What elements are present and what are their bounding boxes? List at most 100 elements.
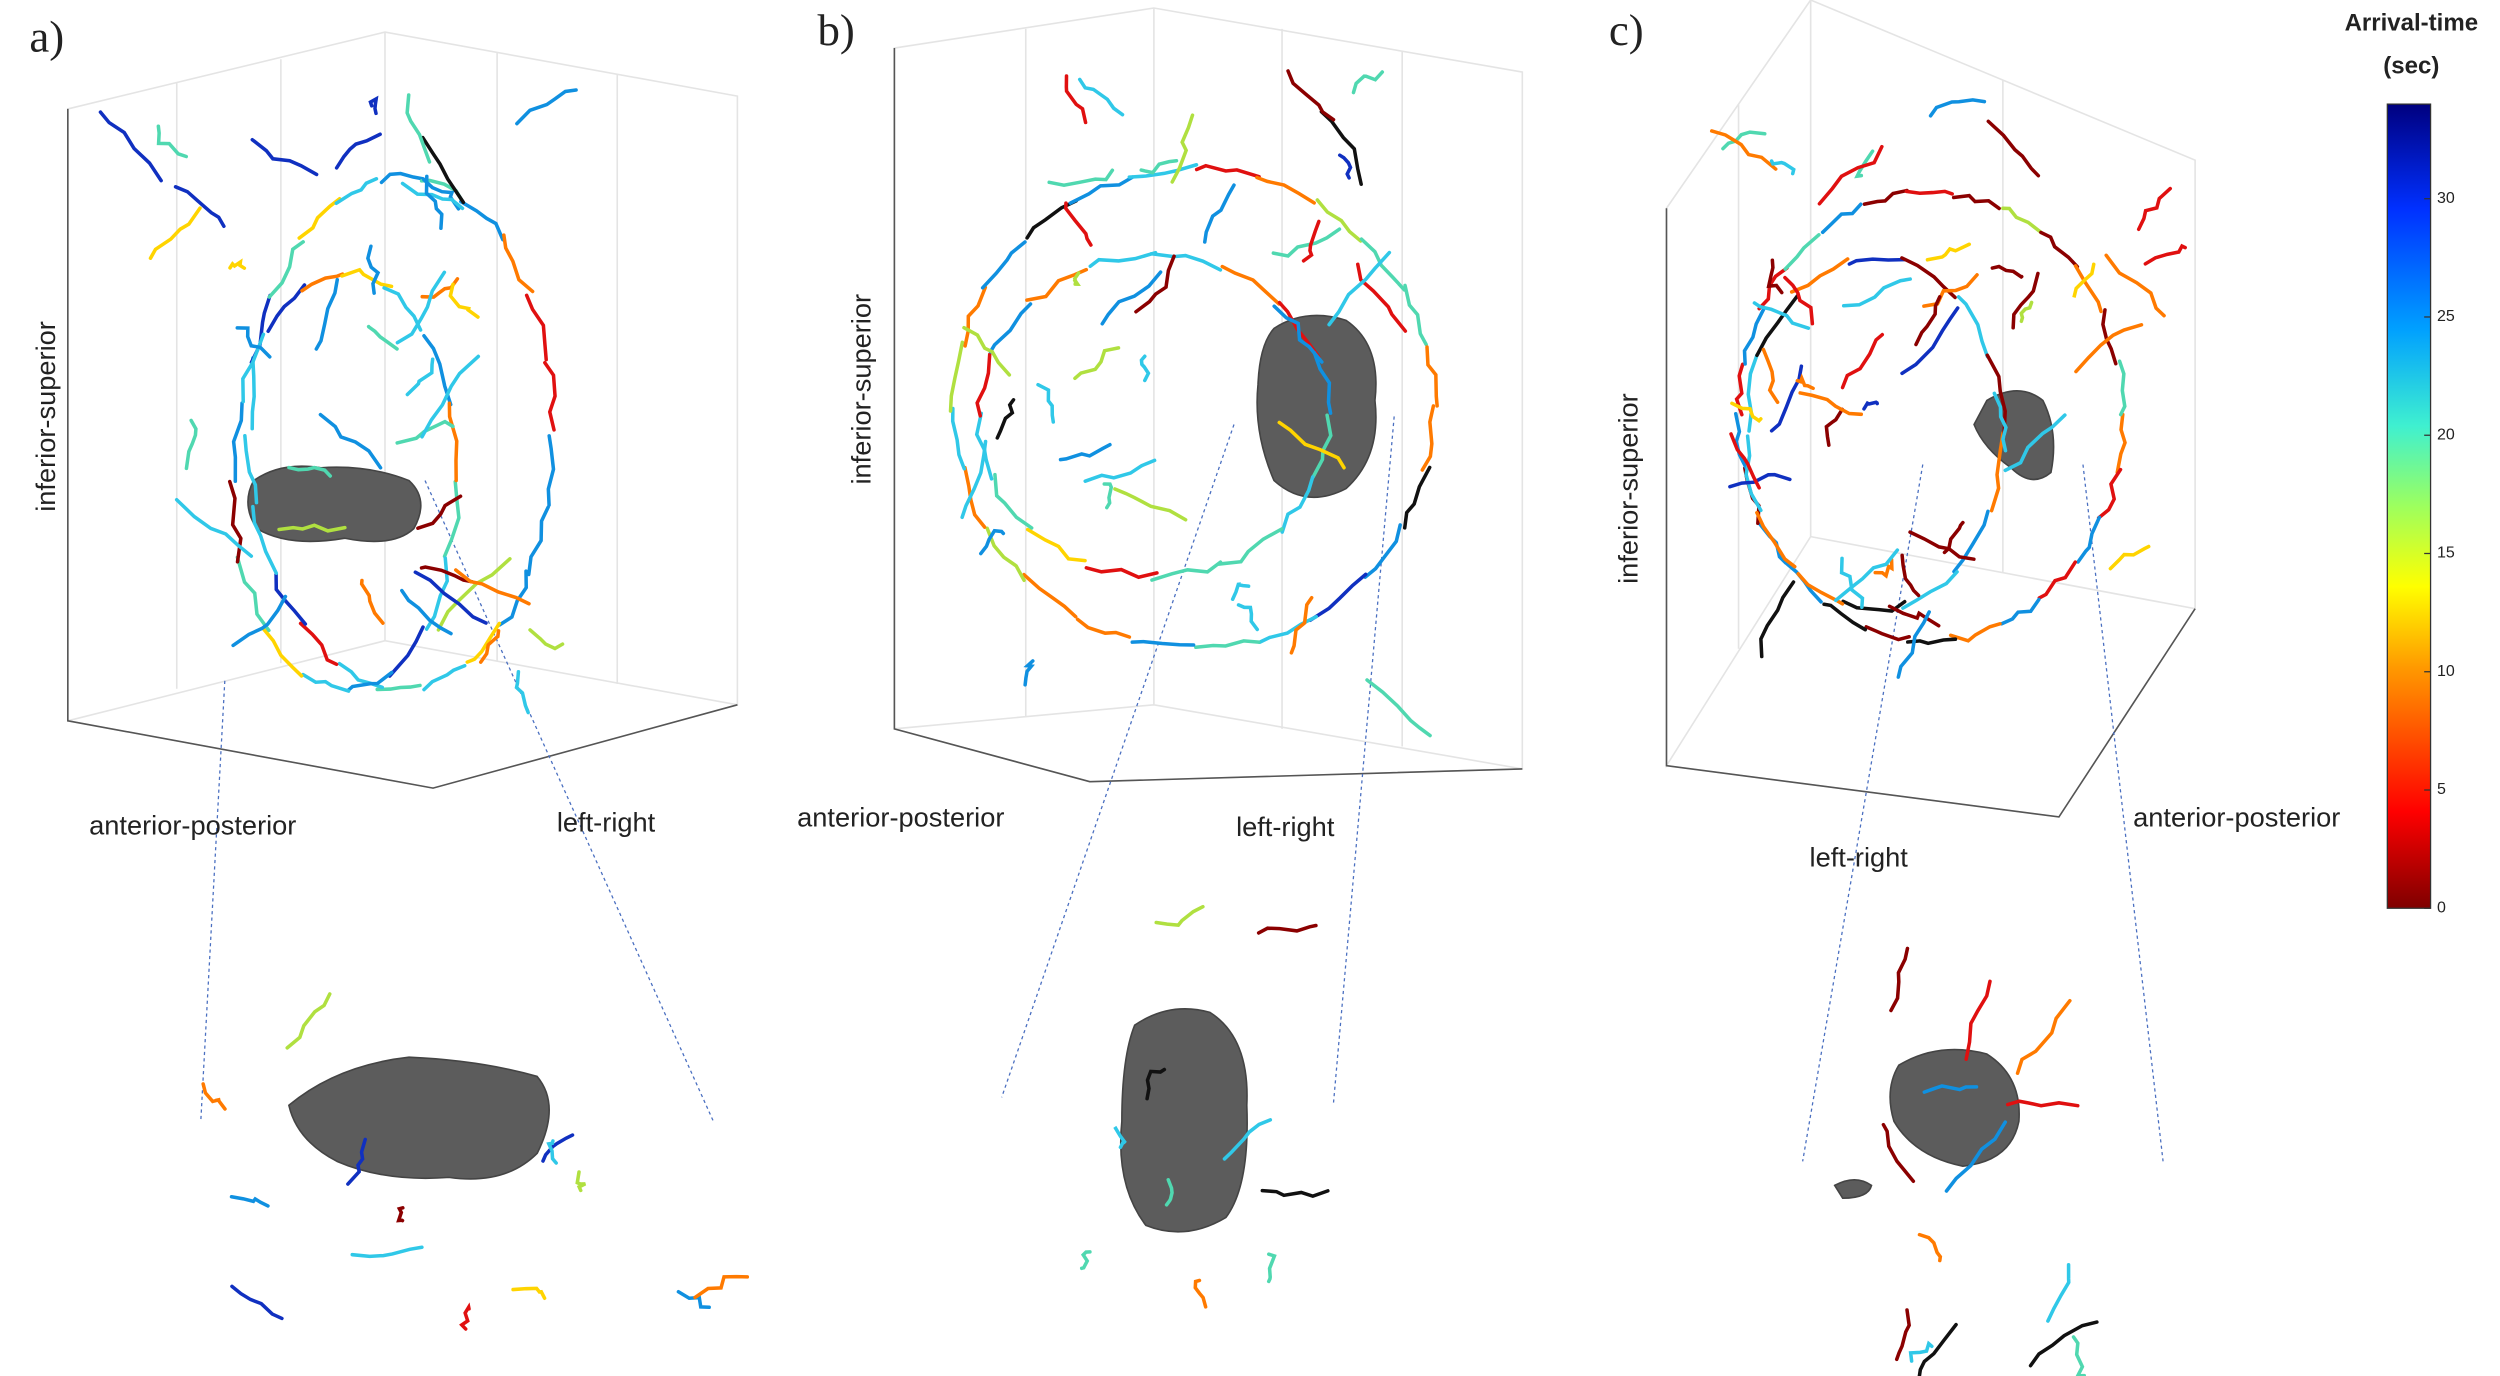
vessel bbox=[2108, 544, 2151, 571]
vessel bbox=[1841, 277, 1912, 308]
vessel bbox=[368, 95, 379, 116]
vessel bbox=[1986, 119, 2041, 178]
vessel bbox=[395, 270, 447, 345]
vessel bbox=[1139, 158, 1179, 175]
vessel bbox=[1904, 189, 1954, 196]
vessel bbox=[1154, 904, 1205, 927]
vessel bbox=[346, 670, 394, 693]
vessel bbox=[1425, 345, 1439, 408]
vessel bbox=[1985, 353, 2007, 438]
vessel bbox=[528, 628, 565, 651]
vessel bbox=[277, 523, 347, 533]
colorbar-tick-label: 25 bbox=[2437, 308, 2455, 325]
tumors bbox=[247, 314, 2055, 1233]
vessel bbox=[1058, 442, 1112, 462]
vessel bbox=[231, 594, 288, 648]
vessel bbox=[1301, 219, 1321, 263]
vessel bbox=[297, 196, 342, 240]
vessel bbox=[541, 1133, 575, 1163]
vessel bbox=[1798, 391, 1864, 417]
vessel bbox=[1900, 306, 1960, 376]
vessel bbox=[1025, 199, 1078, 240]
vessel bbox=[1222, 1118, 1273, 1161]
vessel bbox=[1746, 353, 1759, 433]
colorbar-title: (sec) bbox=[2383, 53, 2439, 80]
vessel bbox=[230, 1284, 284, 1321]
zoom-lines bbox=[200, 416, 2164, 1162]
vessel bbox=[1948, 622, 2002, 643]
vessel bbox=[2003, 413, 2067, 473]
vessel bbox=[1928, 98, 1987, 118]
vessel bbox=[261, 626, 304, 678]
vessel bbox=[950, 406, 967, 471]
vessel bbox=[1403, 283, 1428, 347]
vessel bbox=[1023, 659, 1035, 687]
vessel bbox=[1964, 979, 1992, 1061]
vessel bbox=[350, 1245, 424, 1259]
vessel bbox=[1734, 362, 1745, 417]
vessel bbox=[1730, 401, 1763, 424]
vessel bbox=[1203, 183, 1236, 244]
vessel bbox=[1363, 523, 1402, 579]
vessel bbox=[436, 557, 512, 632]
vessel bbox=[201, 1082, 227, 1111]
vessel bbox=[1127, 162, 1199, 179]
vessel bbox=[405, 357, 435, 397]
vessel bbox=[366, 324, 399, 351]
vessel bbox=[1193, 1278, 1208, 1309]
vessel bbox=[359, 578, 385, 625]
vessel bbox=[442, 479, 461, 559]
vessel bbox=[1315, 198, 1363, 243]
vessel bbox=[963, 285, 988, 348]
vessel bbox=[298, 621, 339, 667]
colorbar-tick-label: 0 bbox=[2437, 899, 2446, 916]
axis-label: inferior-superior bbox=[1613, 393, 1644, 584]
panel-b-axes bbox=[893, 7, 1524, 783]
vessel bbox=[447, 401, 459, 483]
vessel bbox=[1999, 597, 2041, 626]
vessel bbox=[676, 1289, 711, 1310]
vessel bbox=[1881, 1122, 1916, 1183]
vessel bbox=[1319, 109, 1363, 187]
vessel bbox=[1922, 1084, 1979, 1094]
vessel bbox=[1257, 614, 1319, 644]
vessel bbox=[448, 282, 480, 319]
vessel bbox=[514, 669, 530, 715]
vessel bbox=[98, 110, 163, 183]
vessel bbox=[1194, 163, 1261, 179]
vessel bbox=[979, 528, 1006, 556]
vessel bbox=[379, 171, 425, 185]
vessel bbox=[1149, 251, 1223, 272]
vessel bbox=[1236, 603, 1260, 632]
vessel bbox=[948, 340, 965, 413]
vessel bbox=[1769, 364, 1804, 433]
vessel bbox=[285, 992, 332, 1050]
vessel bbox=[1887, 604, 1941, 628]
vessel bbox=[1752, 301, 1811, 330]
vessel bbox=[334, 132, 382, 170]
vessel bbox=[1840, 332, 1885, 390]
vessel bbox=[1908, 1340, 1934, 1363]
vessel bbox=[524, 293, 548, 362]
axis-label: inferior-superior bbox=[30, 321, 61, 512]
vessel bbox=[1022, 572, 1078, 619]
vessel bbox=[1286, 69, 1336, 122]
vessel bbox=[1134, 254, 1176, 314]
vessel bbox=[424, 174, 444, 230]
vessel bbox=[229, 1194, 270, 1208]
panel-c-axes bbox=[1665, 0, 2196, 818]
vessel bbox=[251, 504, 279, 575]
vessel bbox=[1356, 262, 1408, 333]
vessel bbox=[1280, 475, 1315, 534]
vessel bbox=[1769, 159, 1796, 176]
vessel bbox=[1100, 270, 1163, 326]
panel-label: c) bbox=[1609, 5, 1644, 55]
vessel bbox=[1277, 420, 1346, 470]
vessel bbox=[334, 177, 379, 206]
vessel bbox=[693, 1274, 750, 1300]
vessel bbox=[1896, 610, 1931, 679]
vessel bbox=[366, 244, 381, 295]
vessel bbox=[1170, 113, 1195, 184]
vessel bbox=[1833, 548, 1900, 603]
